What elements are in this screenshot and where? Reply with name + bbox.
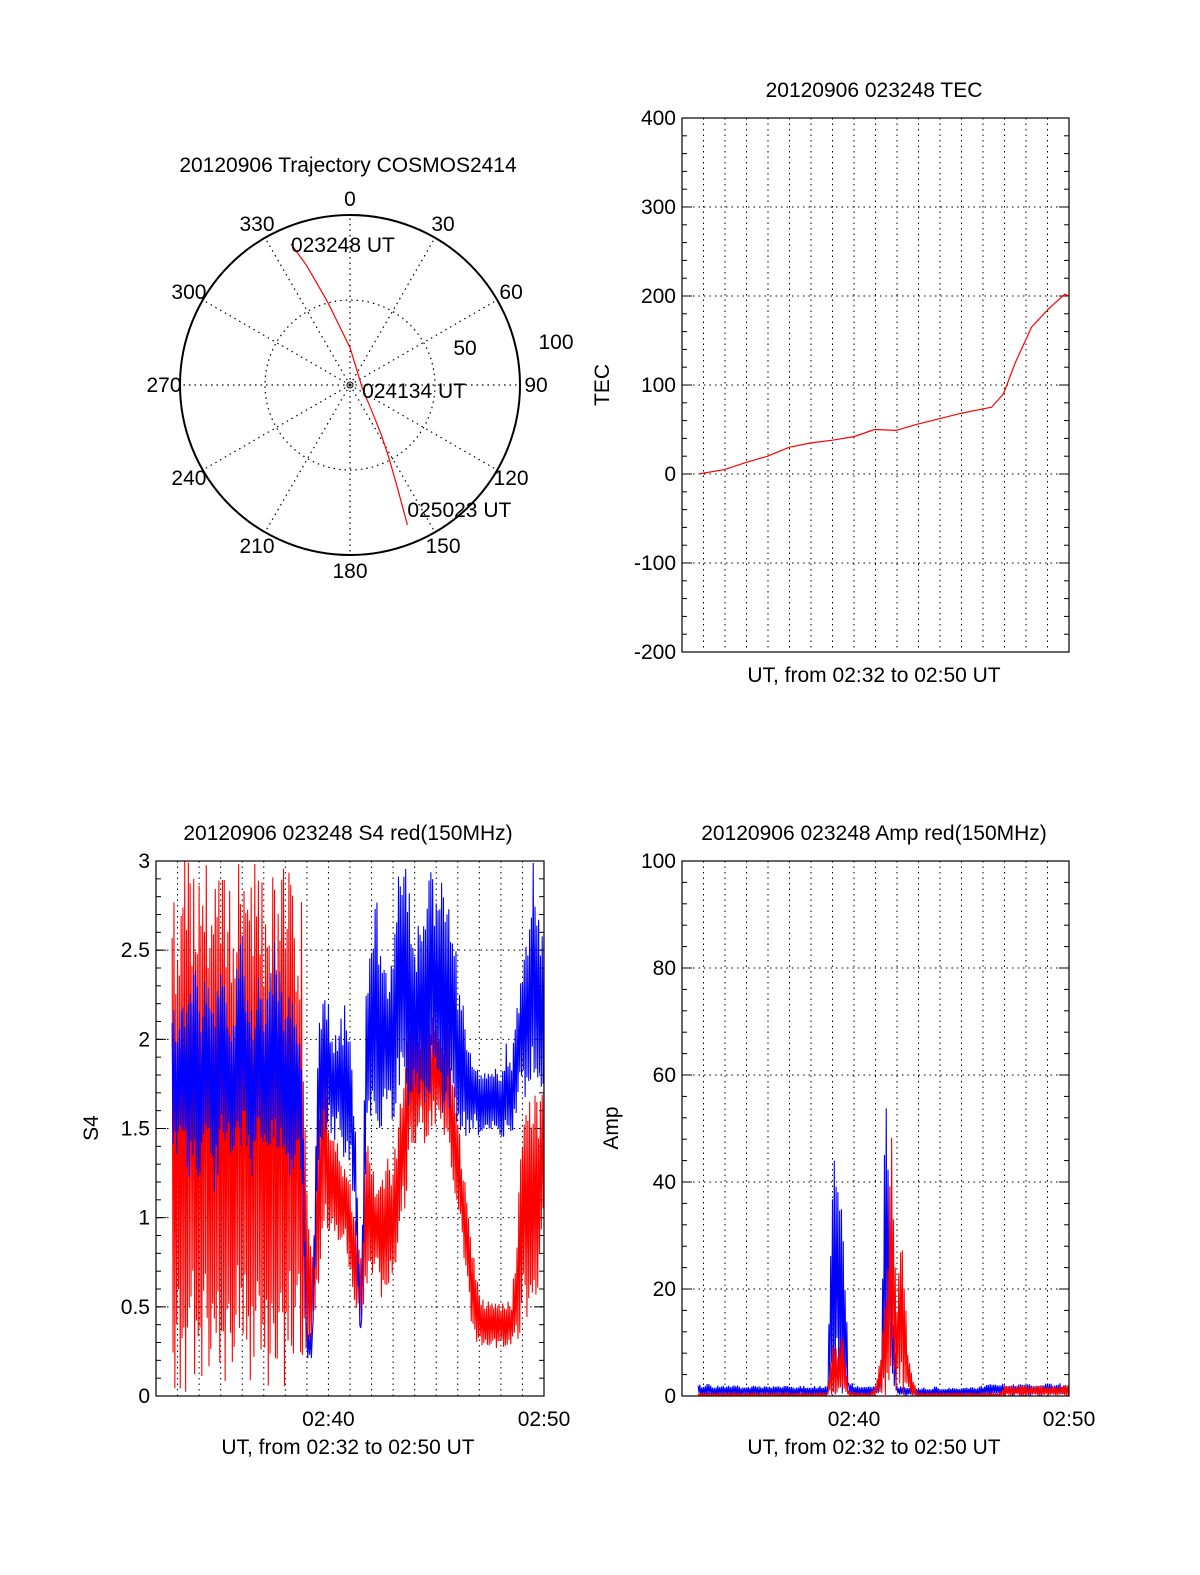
azimuth-label: 120 — [494, 467, 529, 490]
outer-ring — [179, 214, 521, 556]
series-tec-line — [698, 293, 1069, 475]
tec-plot: 20120906 023248 TEC UT, from 02:32 to 02… — [591, 79, 1070, 687]
y-tick-label: 60 — [653, 1064, 676, 1087]
azimuth-label: 210 — [239, 535, 274, 558]
azimuth-label: 300 — [171, 281, 206, 304]
plot-frame — [155, 860, 545, 1397]
time-annotation: 025023 UT — [407, 499, 511, 522]
y-tick-label: 3 — [138, 850, 150, 873]
plot-frame — [681, 860, 1070, 1397]
azimuth-spoke — [264, 384, 351, 533]
azimuth-label: 180 — [332, 560, 367, 583]
y-tick-label: 100 — [641, 374, 676, 397]
time-annotation: 023248 UT — [291, 234, 395, 257]
s4-ylabel: S4 — [80, 1115, 103, 1141]
s4-plot: 20120906 023248 S4 red(150MHz) UT, from … — [80, 822, 570, 1459]
tec-ylabel: TEC — [591, 364, 614, 406]
y-tick-label: 20 — [653, 1278, 676, 1301]
series-group — [171, 861, 544, 1392]
time-annotation: 024134 UT — [362, 380, 466, 403]
trajectory-line — [290, 243, 408, 526]
x-tick-label: 02:50 — [1043, 1408, 1096, 1431]
y-tick-label: -100 — [634, 552, 676, 575]
azimuth-label: 270 — [146, 374, 181, 397]
polar-title: 20120906 Trajectory COSMOS2414 — [179, 154, 517, 177]
x-tick-label: 02:50 — [518, 1408, 571, 1431]
y-tick-label: 0 — [138, 1385, 150, 1408]
series-red-line — [171, 861, 544, 1392]
amp-plot: 20120906 023248 Amp red(150MHz) UT, from… — [600, 822, 1095, 1459]
azimuth-spoke — [202, 299, 351, 386]
y-tick-label: 1.5 — [121, 1118, 150, 1141]
y-tick-label: 0 — [664, 463, 676, 486]
azimuth-label: 30 — [431, 213, 454, 236]
radial-label: 100 — [538, 331, 573, 354]
azimuth-label: 60 — [499, 281, 522, 304]
y-tick-label: 40 — [653, 1171, 676, 1194]
y-tick-label: 300 — [641, 196, 676, 219]
azimuth-spoke — [349, 299, 498, 386]
y-tick-label: 80 — [653, 957, 676, 980]
x-tick-label: 02:40 — [302, 1408, 355, 1431]
azimuth-spoke — [349, 237, 436, 386]
y-tick-label: 400 — [641, 107, 676, 130]
series-group — [697, 1108, 1069, 1396]
tec-title: 20120906 023248 TEC — [766, 79, 983, 102]
y-tick-label: 2 — [138, 1028, 150, 1051]
center-marker — [346, 381, 354, 389]
amp-title: 20120906 023248 Amp red(150MHz) — [701, 822, 1047, 845]
x-tick-label: 02:40 — [828, 1408, 881, 1431]
azimuth-spoke — [349, 384, 498, 471]
azimuth-label: 330 — [239, 213, 274, 236]
tec-xlabel: UT, from 02:32 to 02:50 UT — [747, 664, 1000, 687]
grid — [682, 118, 1069, 652]
trajectory-polar-plot: 20120906 Trajectory COSMOS2414 0 30 60 90 12… — [146, 154, 573, 583]
y-tick-label: 0 — [664, 1385, 676, 1408]
azimuth-spoke — [349, 384, 436, 533]
radial-label: 50 — [453, 337, 476, 360]
y-tick-label: 1 — [138, 1207, 150, 1230]
y-tick-label: 0.5 — [121, 1296, 150, 1319]
azimuth-label: 90 — [524, 374, 547, 397]
y-tick-label: 2.5 — [121, 939, 150, 962]
azimuth-label: 240 — [171, 467, 206, 490]
series-blue-line — [171, 862, 544, 1359]
s4-xlabel: UT, from 02:32 to 02:50 UT — [221, 1436, 474, 1459]
y-tick-label: -200 — [634, 641, 676, 664]
s4-title: 20120906 023248 S4 red(150MHz) — [183, 822, 512, 845]
azimuth-label: 0 — [344, 188, 356, 211]
plot-frame — [681, 117, 1070, 653]
series-group — [698, 293, 1069, 475]
y-tick-label: 100 — [641, 850, 676, 873]
y-tick-label: 200 — [641, 285, 676, 308]
azimuth-spoke — [202, 384, 351, 471]
grid — [682, 861, 1069, 1396]
amp-ylabel: Amp — [600, 1106, 623, 1149]
azimuth-spoke — [264, 237, 351, 386]
inner-ring-50 — [264, 299, 436, 471]
amp-xlabel: UT, from 02:32 to 02:50 UT — [747, 1436, 1000, 1459]
azimuth-label: 150 — [425, 535, 460, 558]
